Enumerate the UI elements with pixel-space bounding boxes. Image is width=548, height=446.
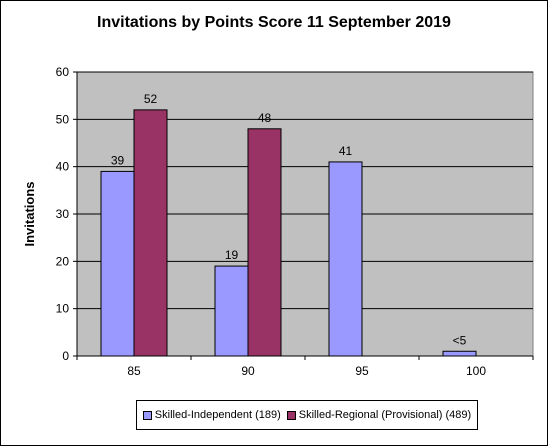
y-tick-label: 20: [56, 254, 70, 268]
y-tick-label: 30: [56, 207, 70, 221]
y-axis-label: Invitations: [22, 181, 37, 246]
y-tick-label: 60: [56, 65, 70, 79]
bar: [247, 128, 282, 357]
bar: [328, 161, 363, 357]
bar: [100, 170, 135, 357]
y-tick-label: 10: [56, 302, 70, 316]
chart-legend: Skilled-Independent (189) Skilled-Region…: [136, 400, 478, 430]
y-tick-label: 50: [56, 112, 70, 126]
x-tick-label: 100: [466, 364, 486, 378]
data-label: 52: [144, 92, 158, 106]
y-tick-label: 0: [62, 349, 69, 363]
data-label: 48: [258, 111, 272, 125]
legend-item-independent: Skilled-Independent (189): [142, 409, 281, 421]
x-tick-label: 85: [127, 364, 141, 378]
data-label: 19: [225, 248, 239, 262]
data-label: 39: [111, 153, 125, 167]
x-tick-label: 95: [355, 364, 369, 378]
legend-swatch-regional: [286, 410, 296, 420]
bar: [214, 265, 249, 357]
legend-item-regional: Skilled-Regional (Provisional) (489): [286, 409, 472, 421]
data-label: <5: [453, 333, 467, 347]
legend-swatch-independent: [142, 410, 152, 420]
legend-label-regional: Skilled-Regional (Provisional) (489): [298, 409, 472, 421]
bar: [133, 109, 168, 357]
x-tick-label: 90: [241, 364, 255, 378]
data-label: 41: [339, 144, 353, 158]
bar: [442, 350, 477, 357]
legend-label-independent: Skilled-Independent (189): [154, 409, 281, 421]
y-tick-label: 40: [56, 160, 70, 174]
chart-title: Invitations by Points Score 11 September…: [97, 14, 451, 31]
